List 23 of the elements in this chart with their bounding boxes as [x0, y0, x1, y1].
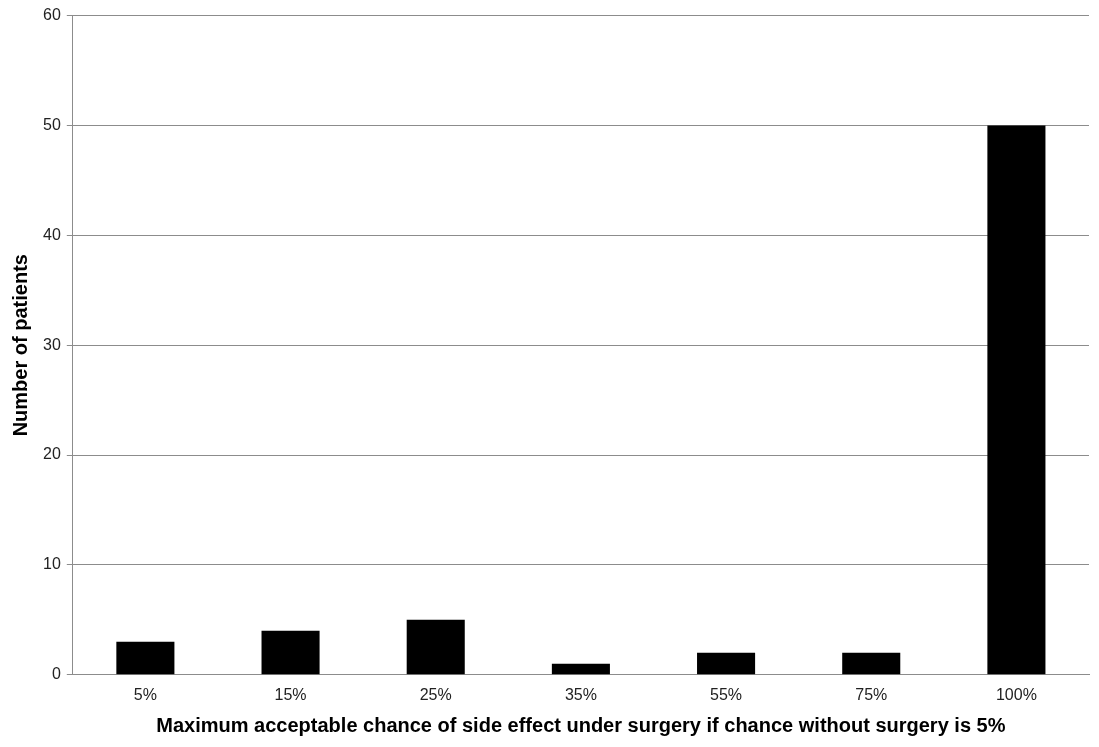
x-tick-label: 55%	[710, 685, 743, 703]
y-tick-label: 0	[51, 665, 61, 683]
bar	[842, 652, 901, 675]
x-axis-title: Maximum acceptable chance of side effect under surgery if chance without surgery is 5%	[156, 713, 1006, 736]
bar	[261, 630, 320, 675]
x-tick-label: 5%	[133, 685, 157, 703]
bar	[116, 641, 175, 675]
x-tick-label: 15%	[274, 685, 307, 703]
bar	[697, 652, 756, 675]
x-tick-label: 75%	[855, 685, 888, 703]
bar	[987, 125, 1046, 675]
y-tick-label: 30	[43, 335, 61, 353]
bar	[406, 619, 465, 675]
y-tick-label: 20	[43, 445, 61, 463]
y-axis-title: Number of patients	[8, 254, 31, 437]
y-tick-label: 50	[43, 115, 61, 133]
bar	[551, 663, 610, 675]
y-tick-label: 40	[43, 225, 61, 243]
x-tick-label: 25%	[419, 685, 452, 703]
x-tick-label: 100%	[995, 685, 1037, 703]
x-tick-label: 35%	[564, 685, 597, 703]
y-tick-label: 10	[43, 555, 61, 573]
y-tick-label: 60	[43, 6, 61, 24]
